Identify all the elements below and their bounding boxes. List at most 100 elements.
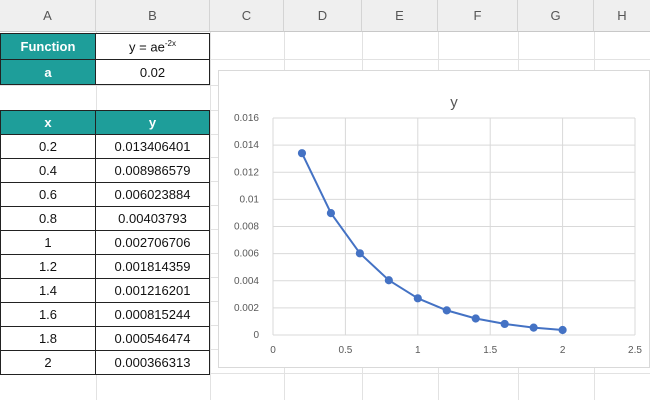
- cell-value: 0.2: [38, 139, 58, 154]
- a-value: 0.02: [139, 64, 166, 80]
- cell-value: 1: [44, 235, 52, 250]
- cell-value: 2: [44, 355, 52, 370]
- y-tick-label: 0.002: [234, 303, 259, 314]
- chart-title: y: [450, 94, 458, 111]
- function-label-cell[interactable]: Function: [0, 33, 96, 60]
- function-base: y = ae: [129, 39, 165, 55]
- y-tick-label: 0.006: [234, 249, 259, 260]
- header-label: y: [148, 115, 157, 130]
- column-header-a[interactable]: A: [0, 0, 96, 32]
- column-label: D: [317, 8, 328, 23]
- data-point: [413, 294, 422, 303]
- series-line: [301, 152, 563, 331]
- table-cell-x[interactable]: 1.6: [0, 302, 96, 327]
- table-cell-x[interactable]: 1.8: [0, 326, 96, 351]
- table-cell-y[interactable]: 0.013406401: [95, 134, 210, 159]
- table-cell-y[interactable]: 0.002706706: [95, 230, 210, 255]
- data-point: [558, 325, 567, 335]
- column-label: B: [148, 8, 157, 23]
- grid-line: [0, 59, 650, 60]
- x-tick-label: 0: [270, 345, 276, 356]
- table-cell-x[interactable]: 0.2: [0, 134, 96, 159]
- header-label: x: [44, 115, 52, 130]
- line-chart[interactable]: y 0 0.002 0.004 0.006 0.008 0.01 0.012 0.014 0.01…: [218, 70, 650, 368]
- cell-value: 0.000366313: [114, 355, 191, 370]
- y-tick-label: 0.016: [234, 113, 259, 124]
- cell-value: 1.8: [38, 331, 58, 346]
- y-tick-label: 0.012: [234, 167, 259, 178]
- cell-value: 0.8: [38, 211, 58, 226]
- data-point: [500, 319, 509, 329]
- data-point: [384, 276, 393, 285]
- column-label: G: [550, 8, 561, 23]
- column-header-c[interactable]: C: [210, 0, 284, 32]
- cell-value: 0.000546474: [114, 331, 191, 346]
- column-label: E: [395, 8, 404, 23]
- function-exponent: -2x: [164, 38, 176, 48]
- cell-value: 0.006023884: [114, 187, 191, 202]
- cell-value: 0.001216201: [114, 283, 191, 298]
- table-cell-x[interactable]: 1.2: [0, 254, 96, 279]
- cell-value: 0.4: [38, 163, 58, 178]
- table-cell-y[interactable]: 0.000366313: [95, 350, 210, 375]
- x-tick-label: 0.5: [338, 345, 352, 356]
- data-point: [529, 323, 538, 332]
- function-label: Function: [20, 39, 76, 54]
- data-point: [326, 209, 336, 218]
- cell-value: 1.2: [38, 259, 58, 274]
- table-cell-x[interactable]: 2: [0, 350, 96, 375]
- a-label-cell[interactable]: a: [0, 59, 96, 85]
- cell-value: 0.000815244: [114, 307, 191, 322]
- table-cell-x[interactable]: 1.4: [0, 278, 96, 303]
- cell-value: 0.6: [38, 187, 58, 202]
- y-tick-label: 0.014: [234, 140, 259, 151]
- cell-value: 0.008986579: [114, 163, 191, 178]
- data-point: [442, 306, 451, 315]
- table-header-x[interactable]: x: [0, 110, 96, 135]
- cell-value: 1.4: [38, 283, 58, 298]
- data-point: [355, 249, 364, 258]
- table-cell-x[interactable]: 0.8: [0, 206, 96, 231]
- cell-value: 0.00403793: [118, 211, 187, 226]
- column-header-f[interactable]: F: [438, 0, 518, 32]
- x-tick-label: 1.5: [483, 345, 497, 356]
- column-label: F: [473, 8, 482, 23]
- column-header-g[interactable]: G: [518, 0, 594, 32]
- x-tick-label: 2: [560, 345, 566, 356]
- y-tick-label: 0: [253, 330, 259, 341]
- table-cell-x[interactable]: 0.6: [0, 182, 96, 207]
- table-cell-x[interactable]: 0.4: [0, 158, 96, 183]
- column-header-b[interactable]: B: [96, 0, 210, 32]
- table-cell-y[interactable]: 0.000815244: [95, 302, 210, 327]
- y-tick-label: 0.004: [234, 276, 259, 287]
- data-point: [471, 314, 480, 323]
- table-cell-x[interactable]: 1: [0, 230, 96, 255]
- table-cell-y[interactable]: 0.00403793: [95, 206, 210, 231]
- column-label: A: [43, 8, 52, 23]
- column-label: C: [241, 8, 252, 23]
- a-label: a: [44, 64, 52, 80]
- cell-value: 0.013406401: [114, 139, 191, 154]
- cell-value: 1.6: [38, 307, 58, 322]
- x-tick-label: 1: [415, 345, 421, 356]
- x-tick-label: 2.5: [628, 345, 642, 356]
- a-value-cell[interactable]: 0.02: [95, 59, 210, 85]
- grid-line: [210, 32, 211, 400]
- column-header-h[interactable]: H: [594, 0, 650, 32]
- grid-line: [0, 373, 650, 374]
- table-cell-y[interactable]: 0.000546474: [95, 326, 210, 351]
- function-value-cell[interactable]: y = ae-2x: [95, 33, 210, 60]
- table-cell-y[interactable]: 0.001814359: [95, 254, 210, 279]
- table-cell-y[interactable]: 0.001216201: [95, 278, 210, 303]
- cell-value: 0.001814359: [114, 259, 191, 274]
- function-formula: y = ae-2x: [129, 39, 176, 54]
- column-header-d[interactable]: D: [284, 0, 362, 32]
- y-tick-label: 0.01: [240, 194, 260, 205]
- table-cell-y[interactable]: 0.008986579: [95, 158, 210, 183]
- table-header-y[interactable]: y: [95, 110, 210, 135]
- cell-value: 0.002706706: [114, 235, 191, 250]
- table-cell-y[interactable]: 0.006023884: [95, 182, 210, 207]
- column-header-e[interactable]: E: [362, 0, 438, 32]
- y-tick-label: 0.008: [234, 222, 259, 233]
